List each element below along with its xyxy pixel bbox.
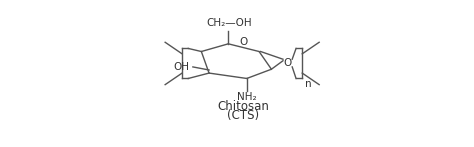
Text: (CTS): (CTS) <box>227 109 259 122</box>
Text: OH: OH <box>173 62 189 72</box>
Text: CH₂—OH: CH₂—OH <box>206 18 252 28</box>
Text: O: O <box>239 37 248 47</box>
Text: NH₂: NH₂ <box>237 92 256 102</box>
Text: O: O <box>283 58 292 68</box>
Text: Chitosan: Chitosan <box>217 100 269 113</box>
Text: n: n <box>304 79 311 89</box>
